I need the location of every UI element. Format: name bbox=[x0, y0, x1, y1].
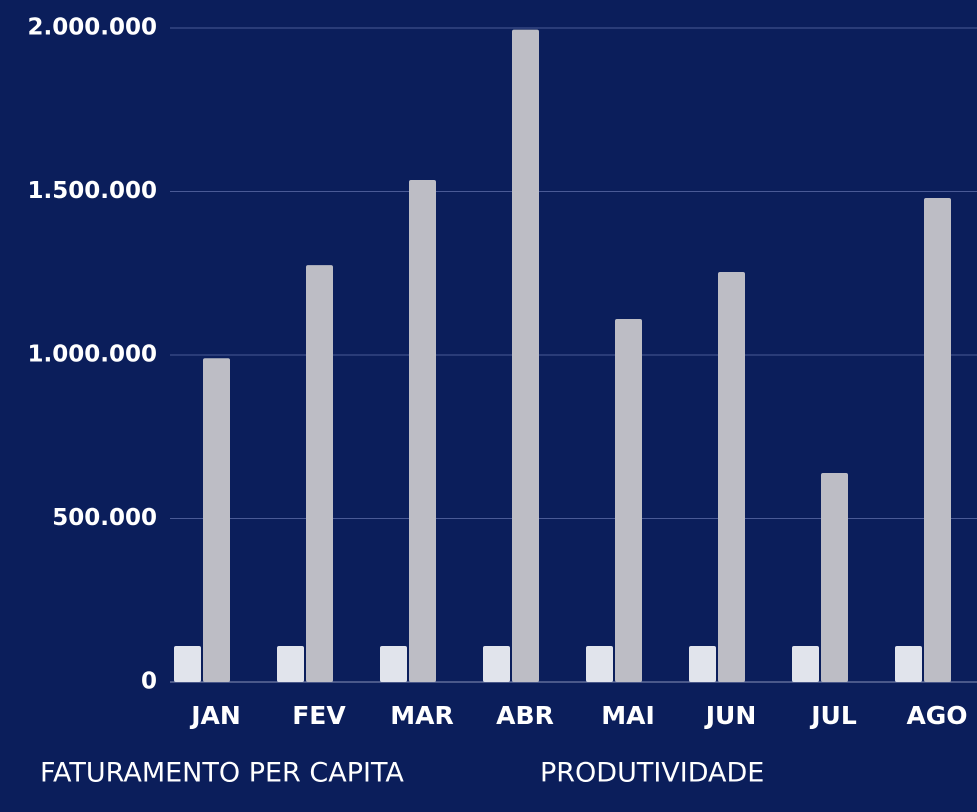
bar bbox=[380, 646, 407, 682]
bar bbox=[615, 319, 642, 682]
bar bbox=[483, 646, 510, 682]
bar bbox=[792, 646, 819, 682]
legend-label: PRODUTIVIDADE bbox=[540, 758, 764, 789]
x-tick-label: ABR bbox=[496, 701, 554, 730]
bar bbox=[306, 265, 333, 682]
bar bbox=[409, 180, 436, 682]
y-tick-label: 0 bbox=[141, 669, 157, 695]
y-tick-label: 2.000.000 bbox=[28, 15, 158, 41]
x-tick-label: JUN bbox=[704, 701, 757, 730]
y-tick-label: 500.000 bbox=[52, 505, 157, 531]
x-tick-label: JAN bbox=[189, 701, 241, 730]
bar bbox=[277, 646, 304, 682]
bar bbox=[586, 646, 613, 682]
x-tick-label: FEV bbox=[292, 701, 346, 730]
y-tick-label: 1.500.000 bbox=[28, 178, 158, 204]
x-tick-label: AGO bbox=[906, 701, 967, 730]
bar bbox=[718, 271, 745, 682]
bar bbox=[689, 646, 716, 682]
bar bbox=[203, 358, 230, 682]
x-tick-label: MAR bbox=[390, 701, 453, 730]
x-tick-label: MAI bbox=[601, 701, 655, 730]
bar bbox=[512, 29, 539, 682]
x-tick-label: JUL bbox=[809, 701, 857, 730]
bar bbox=[924, 198, 951, 683]
bar bbox=[174, 646, 201, 682]
bar bbox=[821, 473, 848, 682]
y-tick-label: 1.000.000 bbox=[28, 342, 158, 368]
legend-label: FATURAMENTO PER CAPITA bbox=[40, 758, 404, 789]
bar bbox=[895, 646, 922, 682]
